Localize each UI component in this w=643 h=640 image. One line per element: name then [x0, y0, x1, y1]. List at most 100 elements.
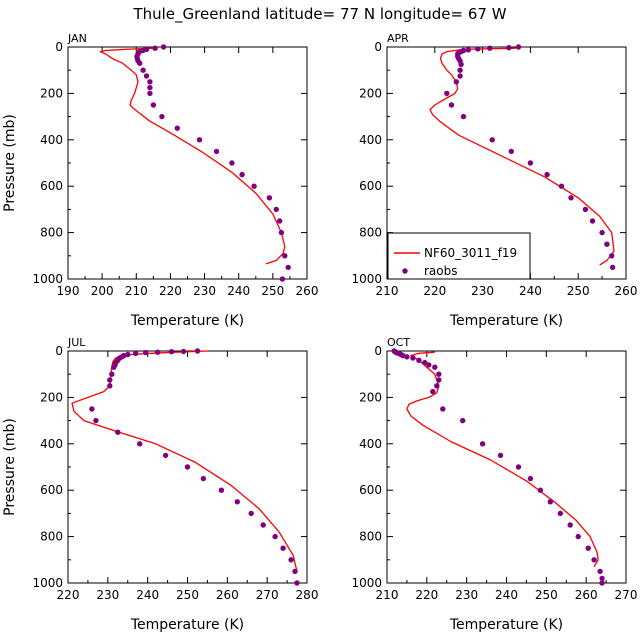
y-tick-label: 200: [40, 390, 63, 404]
legend: NF60_3011_f19 raobs: [387, 232, 531, 280]
raob-point: [159, 113, 165, 120]
y-tick-label: 0: [374, 40, 382, 54]
x-tick-label: 220: [415, 588, 438, 602]
y-tick-label: 800: [40, 226, 63, 240]
y-tick-label: 1000: [32, 576, 63, 590]
x-tick-label: 220: [423, 284, 446, 298]
panel-label: JUL: [67, 336, 86, 349]
raob-point: [567, 522, 573, 528]
x-tick-label: 260: [615, 284, 638, 298]
raob-point: [239, 171, 245, 178]
y-tick-label: 800: [359, 226, 382, 240]
x-axis-title: Temperature (K): [449, 617, 563, 633]
raob-point: [229, 160, 235, 166]
raob-point: [152, 45, 158, 51]
raob-point: [527, 475, 534, 482]
raob-point: [107, 377, 113, 383]
raob-point: [457, 73, 463, 79]
panel-label: APR: [387, 32, 409, 45]
raob-point: [557, 510, 563, 517]
x-tick-label: 250: [535, 588, 558, 602]
legend-model-label: NF60_3011_f19: [424, 246, 517, 260]
x-tick-label: 230: [96, 588, 119, 602]
raob-point: [160, 44, 167, 50]
raob-point: [591, 557, 597, 563]
raob-point: [436, 371, 442, 377]
raob-point: [279, 276, 286, 282]
raob-point: [489, 137, 495, 143]
raob-point: [604, 241, 610, 247]
y-tick-label: 400: [40, 437, 63, 451]
y-axis-title: Pressure (mb): [2, 114, 18, 212]
y-tick-label: 1000: [32, 272, 63, 286]
raob-point: [589, 218, 596, 224]
y-tick-label: 1000: [351, 576, 382, 590]
legend-obs-label: raobs: [424, 264, 458, 278]
raob-point: [430, 388, 436, 395]
raob-point: [277, 218, 283, 224]
x-axis-title: Temperature (K): [130, 313, 244, 329]
x-tick-label: 250: [567, 284, 590, 298]
raob-point: [280, 545, 286, 551]
mark-layer: [99, 44, 291, 282]
raob-point: [196, 137, 203, 143]
raob-point: [453, 79, 459, 85]
raob-point: [168, 349, 175, 355]
y-tick-label: 200: [40, 86, 63, 100]
raob-point: [143, 349, 149, 356]
x-tick-label: 230: [471, 284, 494, 298]
y-tick-label: 600: [40, 483, 63, 497]
raob-point: [109, 371, 115, 377]
panel-oct: OCT Temperature (K) 210 220 230 240 250 260 27…: [351, 336, 637, 633]
raob-point: [154, 349, 161, 355]
raob-point: [436, 377, 442, 383]
raob-point: [200, 475, 207, 482]
x-tick-label: 240: [495, 588, 518, 602]
x-tick-label: 240: [519, 284, 542, 298]
raob-point: [599, 580, 605, 586]
y-tick-label: 0: [55, 344, 63, 358]
raob-point: [410, 355, 416, 361]
mark-layer: [391, 348, 605, 586]
raob-point: [147, 79, 153, 85]
raob-point: [115, 429, 121, 435]
panel-jul: JUL Temperature (K) Pressure (mb) 220 230…: [2, 336, 318, 633]
x-axis-title: Temperature (K): [130, 617, 244, 633]
x-tick-label: 240: [136, 588, 159, 602]
raob-point: [508, 148, 514, 155]
raob-point: [475, 46, 481, 52]
panel-jan: JAN Temperature (K) Pressure (mb) 190 200…: [2, 32, 318, 329]
raob-point: [537, 487, 544, 493]
raob-point: [544, 171, 550, 178]
raob-point: [137, 441, 143, 447]
tick-layer: 210 220 230 240 250 260 0 200 400 600 800 1000: [351, 40, 637, 298]
raob-point: [234, 499, 240, 505]
raob-point: [140, 67, 146, 73]
raob-point: [273, 206, 279, 213]
raob-point: [137, 60, 143, 66]
x-tick-label: 220: [57, 588, 80, 602]
x-tick-label: 260: [296, 284, 319, 298]
tick-layer: 210 220 230 240 250 260 270 0 200 400 600 800 1000: [351, 344, 637, 602]
y-tick-label: 600: [40, 179, 63, 193]
raob-point: [460, 417, 466, 424]
legend-box: [387, 232, 531, 280]
x-tick-label: 210: [376, 588, 399, 602]
y-tick-label: 800: [40, 530, 63, 544]
raob-point: [487, 45, 493, 51]
raob-point: [285, 264, 291, 271]
raob-point: [458, 61, 464, 68]
figure-title: Thule_Greenland latitude= 77 N longitude…: [132, 5, 506, 24]
raob-point: [497, 452, 504, 459]
x-tick-label: 230: [455, 588, 478, 602]
raob-point: [194, 348, 201, 354]
raob-point: [444, 90, 450, 97]
raob-point: [432, 364, 438, 370]
x-tick-label: 250: [176, 588, 199, 602]
raob-point: [218, 487, 225, 493]
raob-point: [426, 362, 432, 368]
raob-point: [599, 575, 605, 582]
x-tick-label: 260: [575, 588, 598, 602]
y-tick-label: 0: [374, 344, 382, 358]
x-axis-title: Temperature (K): [449, 313, 563, 329]
